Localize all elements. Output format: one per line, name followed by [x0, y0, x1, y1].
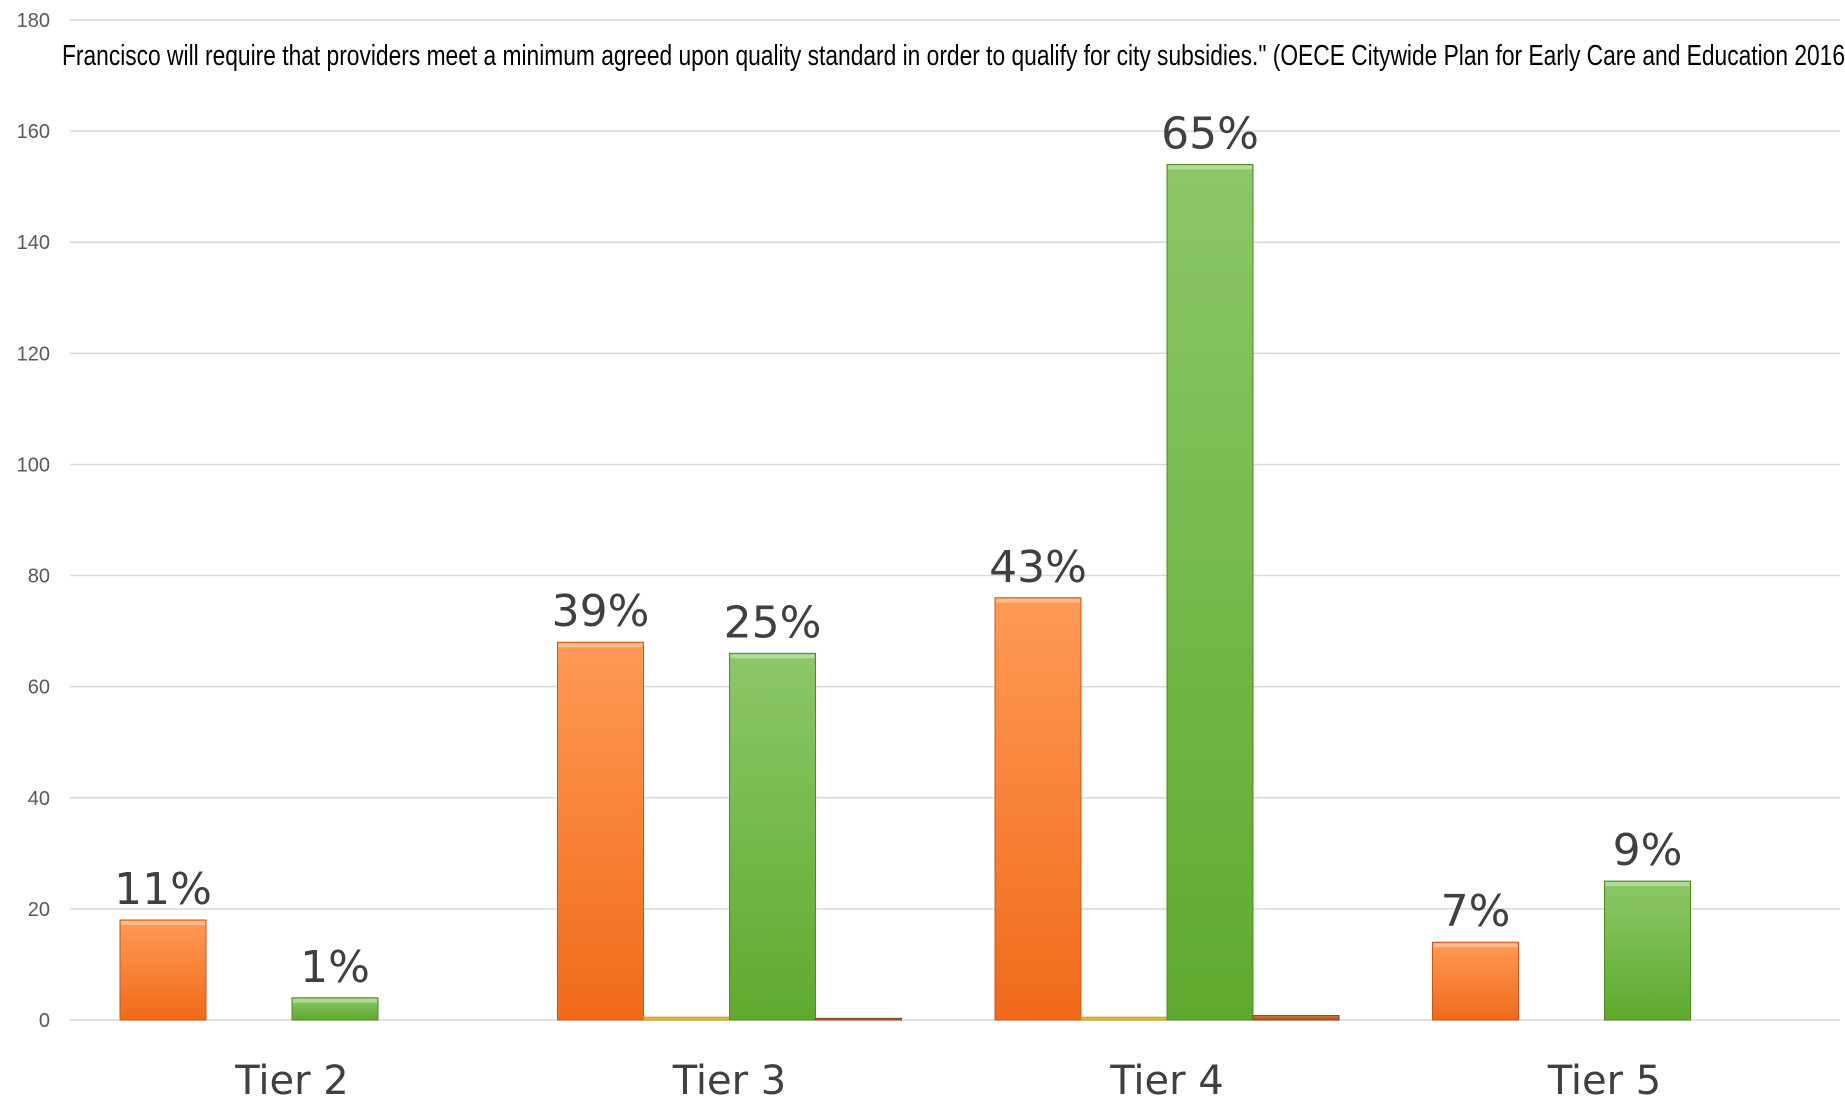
data-label: 1% [300, 942, 370, 993]
bar [729, 652, 816, 1021]
y-tick-label: 60 [28, 677, 50, 699]
data-label: 65% [1161, 108, 1259, 159]
bar-highlight [1433, 943, 1518, 948]
chart-title: Francisco will require that providers me… [62, 40, 1845, 72]
y-tick-label: 20 [28, 899, 50, 921]
bar [994, 597, 1082, 1021]
bar-highlight [121, 921, 205, 925]
bar-highlight [1168, 165, 1252, 170]
bar [643, 1016, 730, 1021]
data-label: 43% [989, 542, 1087, 593]
bar [1252, 1015, 1340, 1021]
bar-highlight [996, 598, 1080, 603]
bar-highlight [1605, 882, 1690, 887]
y-tick-label: 120 [17, 343, 50, 365]
bar [291, 997, 379, 1021]
data-label: 9% [1613, 825, 1683, 876]
category-label: Tier 5 [1547, 1058, 1662, 1103]
bar [557, 641, 644, 1021]
y-tick-label: 80 [28, 566, 50, 588]
bar-highlight [730, 654, 815, 659]
bar [1432, 941, 1519, 1021]
y-tick-label: 40 [28, 788, 50, 810]
category-label: Tier 4 [1109, 1058, 1224, 1103]
bar [1080, 1016, 1168, 1021]
bar [1166, 163, 1254, 1021]
bar-highlight [293, 998, 377, 1003]
bar-highlight [558, 643, 643, 648]
data-label: 11% [114, 864, 212, 915]
category-label: Tier 2 [234, 1058, 349, 1103]
y-tick-label: 180 [17, 10, 50, 32]
data-label: 7% [1441, 886, 1511, 937]
bar [815, 1017, 902, 1021]
bar [1604, 880, 1691, 1021]
y-tick-label: 160 [17, 121, 50, 143]
data-label: 25% [724, 597, 822, 648]
y-tick-label: 100 [17, 454, 50, 476]
y-tick-label: 140 [17, 232, 50, 254]
category-label: Tier 3 [672, 1058, 787, 1103]
bar [119, 919, 207, 1021]
data-label: 39% [552, 586, 650, 637]
y-tick-label: 0 [39, 1010, 50, 1032]
